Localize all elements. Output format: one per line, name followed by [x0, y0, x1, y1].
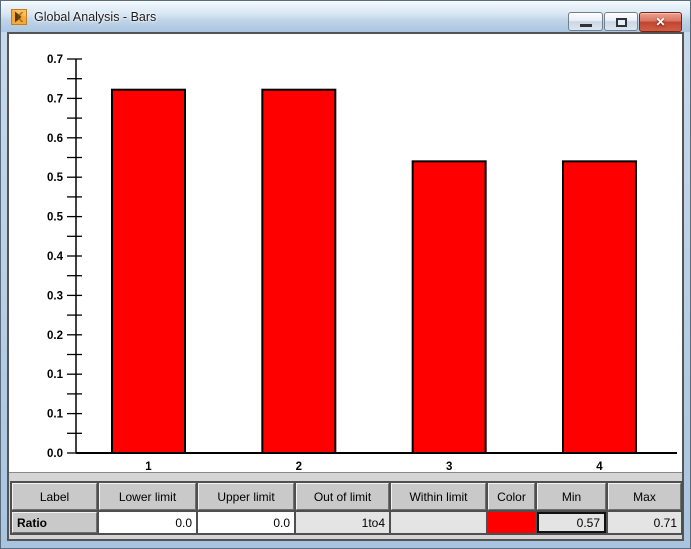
- y-tick-label: 0.2: [47, 330, 63, 342]
- cell-max[interactable]: 0.71: [608, 512, 681, 533]
- bar: [111, 88, 186, 455]
- y-tick-label: 0.4: [47, 251, 64, 263]
- col-header-min[interactable]: Min: [537, 483, 606, 510]
- col-header-upper-limit[interactable]: Upper limit: [198, 483, 294, 510]
- limits-table: Label Lower limit Upper limit Out of lim…: [10, 481, 683, 535]
- col-header-max[interactable]: Max: [608, 483, 681, 510]
- col-header-lower-limit[interactable]: Lower limit: [99, 483, 196, 510]
- y-tick-label: 0.3: [47, 290, 63, 302]
- cell-within-limit[interactable]: [391, 512, 486, 533]
- x-tick-label: 1: [145, 461, 152, 472]
- table-header-row: Label Lower limit Upper limit Out of lim…: [12, 483, 681, 510]
- window-title: Global Analysis - Bars: [34, 10, 157, 24]
- col-header-label[interactable]: Label: [12, 483, 97, 510]
- y-tick-label: 0.5: [47, 172, 64, 184]
- close-icon: ✕: [655, 15, 666, 29]
- x-tick-label: 3: [446, 461, 452, 472]
- col-header-out-of-limit[interactable]: Out of limit: [296, 483, 389, 510]
- y-tick-label: 0.0: [47, 448, 63, 460]
- bar-chart: 0.7 0.7 0.6 0.5 0.5 0.4 0.3 0.2 0.1 0.1 0.0 1 2 3 4: [47, 54, 677, 472]
- table-row: Ratio 0.0 0.0 1to4 0.57 0.71: [12, 512, 681, 533]
- limits-table-panel: Label Lower limit Upper limit Out of lim…: [9, 472, 683, 539]
- cell-min[interactable]: 0.57: [537, 512, 606, 533]
- bar: [411, 160, 487, 454]
- cell-upper-limit[interactable]: 0.0: [198, 512, 294, 533]
- y-tick-label: 0.5: [47, 212, 64, 224]
- cell-label[interactable]: Ratio: [12, 512, 97, 533]
- client-area: 0.7 0.7 0.6 0.5 0.5 0.4 0.3 0.2 0.1 0.1 0.0 1 2 3 4 La…: [7, 32, 684, 541]
- bar: [261, 88, 337, 455]
- cell-lower-limit[interactable]: 0.0: [99, 512, 196, 533]
- y-tick-label: 0.1: [47, 409, 64, 421]
- minimize-button[interactable]: [568, 12, 603, 31]
- col-header-within-limit[interactable]: Within limit: [391, 483, 486, 510]
- app-icon: [11, 9, 27, 25]
- cell-out-of-limit[interactable]: 1to4: [296, 512, 389, 533]
- x-tick-label: 2: [296, 461, 302, 472]
- y-tick-label: 0.7: [47, 93, 63, 105]
- y-tick-label: 0.7: [47, 54, 63, 66]
- bar: [561, 160, 637, 454]
- title-bar[interactable]: Global Analysis - Bars ✕: [1, 1, 690, 32]
- y-tick-label: 0.1: [47, 369, 64, 381]
- color-swatch[interactable]: [488, 512, 535, 533]
- y-tick-label: 0.6: [47, 133, 63, 145]
- x-tick-label: 4: [596, 461, 603, 472]
- close-button[interactable]: ✕: [639, 12, 682, 32]
- maximize-button[interactable]: [604, 12, 638, 31]
- window-controls: ✕: [567, 12, 682, 32]
- maximize-icon: [616, 18, 627, 27]
- chart-region: 0.7 0.7 0.6 0.5 0.5 0.4 0.3 0.2 0.1 0.1 0.0 1 2 3 4: [9, 34, 682, 472]
- minimize-icon: [579, 24, 592, 27]
- col-header-color[interactable]: Color: [488, 483, 535, 510]
